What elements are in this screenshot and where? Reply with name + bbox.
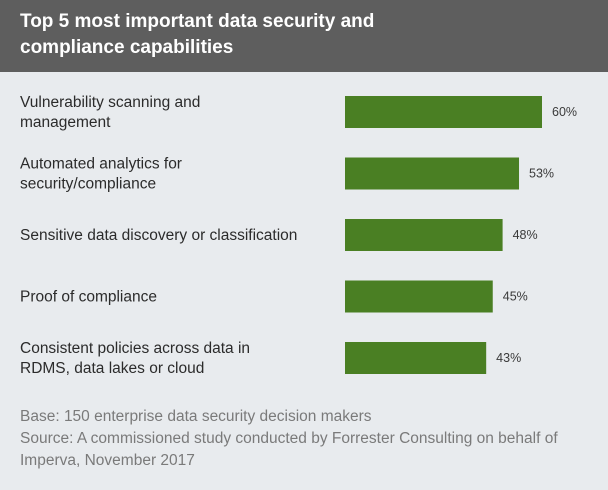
bar-5 [345, 342, 487, 374]
base-note: Base: 150 enterprise data security decis… [20, 408, 372, 425]
category-label-1-line-1: Vulnerability scanning and [20, 94, 200, 111]
category-label-5-line-2: RDMS, data lakes or cloud [20, 360, 204, 377]
source-note-line-2: Imperva, November 2017 [20, 452, 195, 469]
chart-title: Top 5 most important data security and c… [20, 11, 375, 58]
category-label-1-line-2: management [20, 114, 111, 131]
bar-1 [345, 96, 542, 128]
value-label-1: 60% [552, 105, 577, 119]
value-label-5: 43% [496, 351, 521, 365]
value-label-2: 53% [529, 167, 554, 181]
bar-2 [345, 157, 520, 190]
category-label-2-line-1: Automated analytics for [20, 156, 182, 173]
category-label-2-line-2: security/compliance [20, 176, 156, 193]
category-label-3: Sensitive data discovery or classificati… [20, 227, 297, 244]
bar-chart: 60% Vulnerability scanning and management 5… [20, 94, 577, 377]
bar-4 [345, 280, 493, 313]
value-label-4: 45% [503, 290, 528, 304]
chart-header: Top 5 most important data security and c… [0, 0, 608, 72]
category-label-4: Proof of compliance [20, 289, 157, 306]
bar-3 [345, 219, 503, 251]
category-label-5-line-1: Consistent policies across data in [20, 340, 250, 357]
value-label-3: 48% [513, 228, 538, 242]
chart-footer: Base: 150 enterprise data security decis… [20, 406, 595, 472]
source-note-line-1: Source: A commissioned study conducted b… [20, 430, 558, 447]
